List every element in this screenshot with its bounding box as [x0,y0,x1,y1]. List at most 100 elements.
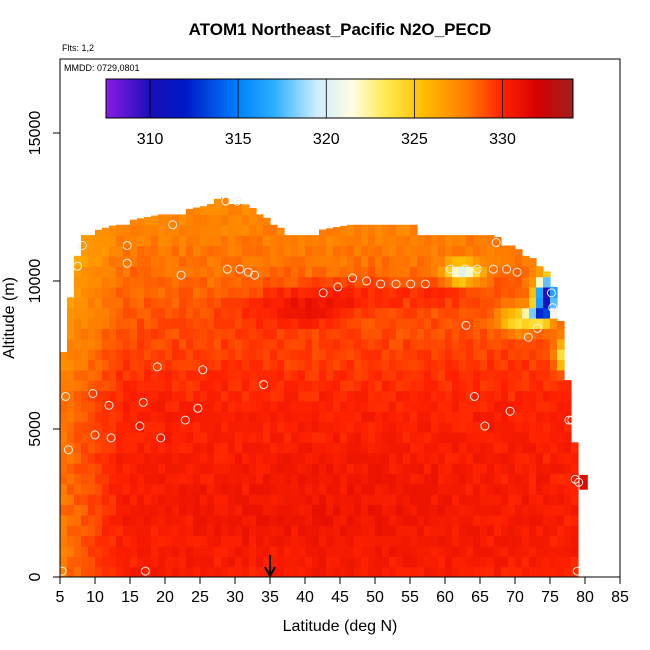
heatmap-cell [88,411,96,423]
heatmap-cell [522,307,530,319]
heatmap-cell [543,483,551,495]
heatmap-cell [340,349,348,361]
heatmap-cell [536,535,544,547]
heatmap-cell [536,297,544,309]
heatmap-cell [193,266,201,278]
heatmap-cell [144,514,152,526]
heatmap-cell [382,359,390,371]
heatmap-cell [263,286,271,298]
heatmap-cell [60,566,68,577]
heatmap-cell [249,235,257,247]
heatmap-cell [123,338,131,350]
heatmap-cell [102,400,110,412]
heatmap-cell [305,328,313,340]
heatmap-cell [151,411,159,423]
heatmap-cell [361,276,369,288]
heatmap-cell [151,566,159,577]
heatmap-cell [214,463,222,474]
heatmap-cell [445,411,453,423]
heatmap-cell [431,318,439,329]
heatmap-cell [165,349,173,361]
heatmap-cell [88,452,96,464]
heatmap-cell [95,545,103,557]
heatmap-cell [95,525,103,537]
heatmap-cell [410,494,418,506]
heatmap-cell [480,452,488,464]
heatmap-cell [375,297,383,309]
heatmap-cell [291,286,299,298]
observation-point [376,279,386,289]
heatmap-cell [522,525,530,537]
heatmap-cell [256,431,264,443]
heatmap-cell [95,286,103,298]
heatmap-cell [165,442,173,454]
heatmap-cell [207,204,215,215]
heatmap-cell [81,349,89,361]
heatmap-cell [81,266,89,278]
heatmap-cell [403,380,411,392]
heatmap-cell [501,318,509,329]
heatmap-cell [473,380,481,392]
heatmap-cell [550,504,558,516]
heatmap-cell [340,473,348,485]
heatmap-cell [123,224,131,236]
heatmap-cell [137,307,145,319]
heatmap-cell [249,421,257,433]
heatmap-cell [109,266,117,278]
heatmap-cell [319,514,327,526]
heatmap-cell [494,556,502,568]
heatmap-cell [410,297,418,309]
heatmap-cell [200,421,208,433]
heatmap-cell [186,514,194,526]
heatmap-cell [417,411,425,423]
heatmap-cell [480,494,488,506]
heatmap-cell [116,483,124,495]
heatmap-cell [109,245,117,257]
heatmap-cell [410,421,418,433]
heatmap-cell [550,483,558,495]
heatmap-cell [284,297,292,309]
heatmap-cell [228,318,236,329]
heatmap-cell [95,318,103,329]
heatmap-cell [109,338,117,350]
observation-point [532,323,542,333]
heatmap-cell [165,369,173,381]
heatmap-cell [410,400,418,412]
heatmap-cell [263,473,271,485]
heatmap-cell [67,421,75,433]
heatmap-cell [438,307,446,319]
heatmap-cell [389,235,397,247]
heatmap-cell [200,535,208,547]
heatmap-cell [144,556,152,568]
heatmap-cell [515,411,523,423]
heatmap-cell [228,442,236,454]
heatmap-cell [165,390,173,402]
heatmap-cell [144,463,152,474]
heatmap-cell [431,514,439,526]
heatmap-cell [291,483,299,495]
heatmap-cell [291,442,299,454]
heatmap-cell [340,525,348,537]
heatmap-cell [67,545,75,557]
heatmap-cell [242,566,250,577]
heatmap-cell [459,431,467,443]
heatmap-cell [438,338,446,350]
heatmap-cell [291,514,299,526]
heatmap-cell [473,483,481,495]
heatmap-cell [529,307,537,319]
heatmap-cell [221,473,229,485]
heatmap-cell [508,255,516,267]
heatmap-cell [207,245,215,257]
heatmap-cell [403,504,411,516]
heatmap-cell [193,494,201,506]
heatmap-cell [347,338,355,350]
heatmap-cell [431,452,439,464]
heatmap-cell [382,431,390,443]
x-tick-label: 50 [366,589,384,606]
heatmap-cell [95,276,103,288]
heatmap-cell [529,380,537,392]
heatmap-cell [550,411,558,423]
heatmap-cell [270,535,278,547]
heatmap-cell [508,286,516,298]
heatmap-cell [473,390,481,402]
